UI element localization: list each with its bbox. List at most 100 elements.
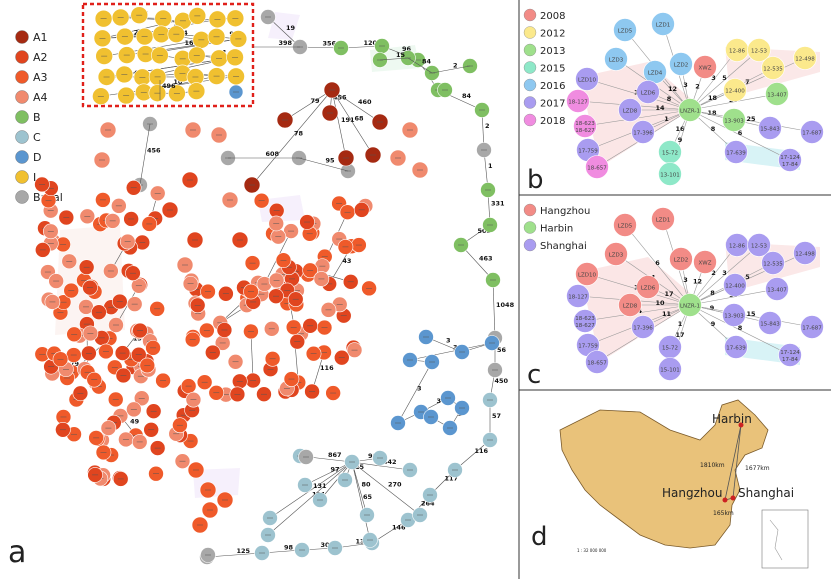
panel-b-node [604,47,628,71]
panel-b-edge-label: 6 [738,129,743,137]
edge-label: 146 [392,524,406,532]
panel-c-node [765,277,789,301]
panel-c-node [618,293,642,317]
panel-c-edge-label: 5 [745,273,750,281]
panel-c-legend-swatch [523,203,537,217]
edge-label: 95 [326,157,336,165]
mutation-edge [351,461,368,516]
edge-label: 84 [462,92,472,100]
panel-b-node-label: 18-627 [575,128,595,134]
panel-c-edge [689,244,738,306]
panel-b-edge [689,93,778,111]
panel-c-legend-label: Hangzhou [540,206,590,217]
edge-label: 503 [478,227,492,235]
panel-b-node-label: 18-623 [575,121,595,127]
panel-b-legend-label: 2017 [540,99,565,110]
edge-label: 398 [279,39,293,47]
panel-c-node-label: LZD3 [609,253,624,259]
panel-b-node [566,89,590,113]
panel-c-edge-label: 8 [710,289,715,297]
panel-c-node [575,262,599,286]
panel-b-node-label: LZD4 [648,71,663,77]
panel-label-a: a [8,535,26,570]
panel-b-legend-swatch [523,61,537,74]
china-map [559,399,769,549]
edge-label: 463 [479,255,493,263]
panel-c-node-label: 13-903 [724,314,744,320]
mutation-edge [431,65,471,74]
mutation-edge [331,89,347,159]
panel-b-node [758,116,782,140]
panel-c-node-label: 18-127 [568,295,588,301]
panel-c-node-label: 17-84 [782,357,798,363]
panel-b-edge-label: 18 [708,94,718,102]
panel-label-c: c [527,360,541,390]
panel-c-edge-label: 15 [746,310,756,318]
legend-swatch [15,90,29,104]
legend-label: A4 [33,91,48,104]
panel-b-legend-label: 2018 [540,116,565,127]
panel-b-legend-label: 2013 [540,46,565,57]
edge-label: 456 [333,94,347,102]
panel-c-node-label: 15-101 [660,368,679,374]
panel-b-edge-label: 25 [746,115,756,123]
panel-c-edge-label: 6 [655,259,660,267]
panel-c-node-label: LZD5 [618,224,633,230]
mutation-edge [379,57,409,61]
panel-b-node [651,12,675,36]
edge-label: 116 [475,447,489,455]
legend-swatch [15,190,29,204]
panel-b-edge [689,109,791,161]
panel-c-node [585,350,609,374]
legend-label: A2 [33,51,48,64]
panel-c-edge-label: 3 [722,269,727,277]
panel-c-legend-label: Shanghai [540,241,587,252]
panel-b-node-label: 12-53 [751,49,767,55]
panel-b-node [658,162,682,186]
legend-label: A3 [33,71,48,84]
panel-b-node-label: 13-407 [767,93,787,99]
panel-label-b: b [527,165,544,195]
panel-c-node-label: 18-623 [575,316,595,322]
panel-c-node [747,233,771,257]
panel-b-edge [689,109,813,133]
panel-c-edge [689,304,813,328]
legend-swatch [15,50,29,64]
edge-label: 460 [358,98,372,106]
edge-label: 15 [396,51,406,59]
panel-b-edge-label: 7 [745,78,750,86]
panel-b-node-label: 17-396 [633,131,653,137]
panel-b-node-label: 17-639 [726,151,746,157]
panel-b-edge-label: 16 [675,125,685,133]
mutation-edge [251,89,333,186]
panel-c-node-label: 18-657 [587,361,607,367]
distance-1677: 1677km [745,465,770,472]
panel-c-edge-label: 10 [655,299,665,307]
panel-b-edge-label: 8 [711,125,716,133]
edge-label: 56 [497,346,507,354]
panel-b-node [575,67,599,91]
panel-b-node-label: 18-127 [568,100,588,106]
mutation-edge [269,461,353,519]
mutation-edge [298,157,349,172]
panel-c-node-label: 17-396 [633,326,653,332]
panel-b-legend-swatch [523,96,537,109]
panel-b-node-label: LZD5 [618,29,633,35]
panel-c-edge [689,304,791,356]
route-harbin-shanghai [732,424,742,499]
panel-b-legend-label: 2015 [540,64,565,75]
panel-c-edge-label: 17 [664,290,673,298]
panel-c-node [669,247,693,271]
edge-label: 2 [134,28,139,36]
panel-c-node [573,309,597,333]
panel-b-edge-label: 8 [667,95,672,103]
edge-label: 10 [173,78,183,86]
panel-b-legend-swatch [523,113,537,127]
panel-b-node-label: LZD8 [623,109,638,115]
edge-label: 131 [313,482,327,490]
panel-b-node-label: XWZ [699,66,712,72]
distance-165: 165km [713,510,734,517]
mutation-edge [331,89,381,123]
panel-c-edge-label: 3 [683,276,688,284]
panel-b-node-label: LZD6 [641,91,656,97]
